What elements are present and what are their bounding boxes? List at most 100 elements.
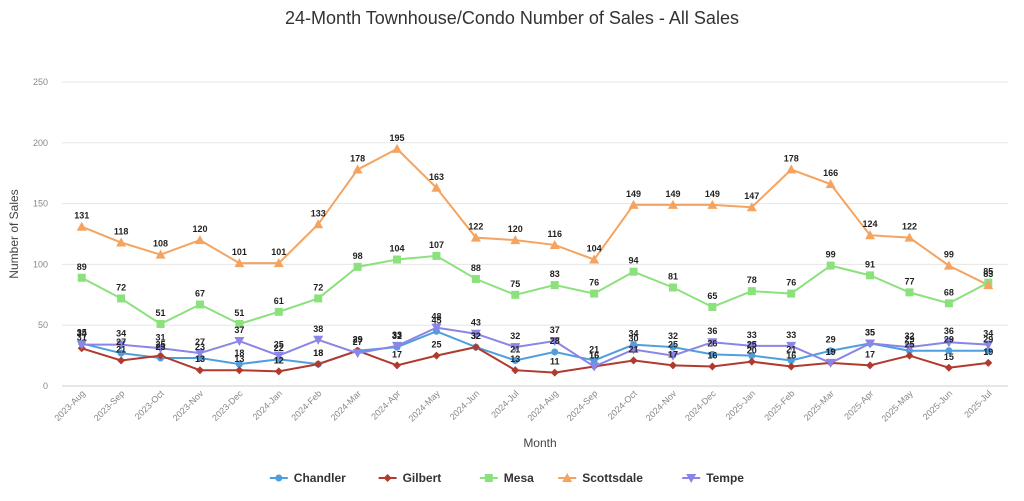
scottsdale-data-label: 195 xyxy=(390,133,405,143)
mesa-data-label: 85 xyxy=(983,267,993,277)
chart-title: 24-Month Townhouse/Condo Number of Sales… xyxy=(285,8,739,28)
mesa-data-label: 89 xyxy=(77,262,87,272)
tempe-data-label: 27 xyxy=(195,337,205,347)
tempe-point xyxy=(76,340,87,350)
tempe-point xyxy=(352,349,363,359)
chandler-data-label: 18 xyxy=(234,348,244,358)
gilbert-series-line xyxy=(81,346,989,374)
mesa-series-line xyxy=(81,254,989,326)
y-tick-label: 250 xyxy=(33,77,48,87)
legend-marker-icon xyxy=(383,474,392,482)
y-tick-label: 50 xyxy=(38,320,48,330)
x-tick-label: 2025-May xyxy=(879,388,915,424)
tempe-data-label: 33 xyxy=(786,330,796,340)
legend-marker-icon xyxy=(484,474,493,482)
x-tick-label: 2023-Nov xyxy=(171,388,206,423)
tempe-point xyxy=(628,345,639,355)
chandler-data-label: 25 xyxy=(747,340,757,350)
legend-item-gilbert[interactable]: Gilbert xyxy=(378,471,442,485)
chandler-data-label: 29 xyxy=(826,335,836,345)
legend-label: Chandler xyxy=(294,471,346,485)
series-lines xyxy=(81,147,989,374)
y-tick-label: 0 xyxy=(43,381,48,391)
x-tick-label: 2023-Sep xyxy=(92,388,127,423)
scottsdale-data-label: 101 xyxy=(271,247,286,257)
chandler-data-label: 18 xyxy=(313,348,323,358)
legend-item-mesa[interactable]: Mesa xyxy=(479,471,534,485)
gilbert-point xyxy=(314,360,323,369)
chandler-data-label: 21 xyxy=(510,344,520,354)
mesa-point xyxy=(511,290,520,299)
x-tick-label: 2024-Feb xyxy=(289,388,323,422)
chandler-data-label: 32 xyxy=(392,331,402,341)
mesa-data-label: 51 xyxy=(234,308,244,318)
gilbert-point xyxy=(471,343,480,352)
x-tick-label: 2023-Dec xyxy=(210,388,245,423)
scottsdale-data-label: 178 xyxy=(784,154,799,164)
x-tick-label: 2024-Apr xyxy=(369,388,402,421)
mesa-data-label: 77 xyxy=(904,276,914,286)
y-axis-ticks: 0 50 100 150 200 250 xyxy=(33,77,48,391)
y-axis-title: Number of Sales xyxy=(7,189,21,278)
mesa-data-label: 76 xyxy=(589,278,599,288)
legend-item-scottsdale[interactable]: Scottsdale xyxy=(558,471,643,485)
tempe-data-label: 16 xyxy=(589,351,599,361)
tempe-point xyxy=(510,343,521,353)
tempe-data-label: 34 xyxy=(116,329,126,339)
gilbert-point xyxy=(708,362,717,371)
mesa-point xyxy=(550,281,559,290)
chandler-series-line xyxy=(81,330,989,366)
mesa-point xyxy=(590,289,599,298)
tempe-data-label: 34 xyxy=(983,329,993,339)
scottsdale-data-label: 124 xyxy=(863,219,878,229)
tempe-data-label: 31 xyxy=(156,332,166,342)
gilbert-data-label: 11 xyxy=(550,357,560,367)
mesa-point xyxy=(471,274,480,283)
tempe-point xyxy=(825,358,836,368)
tempe-point xyxy=(786,341,797,351)
gilbert-data-label: 20 xyxy=(747,346,757,356)
gilbert-data-label: 19 xyxy=(983,347,993,357)
mesa-point xyxy=(156,319,165,328)
x-tick-label: 2025-Apr xyxy=(842,388,875,421)
scottsdale-point xyxy=(707,199,718,209)
mesa-data-label: 88 xyxy=(471,263,481,273)
legend-item-chandler[interactable]: Chandler xyxy=(269,471,346,485)
x-tick-label: 2025-Jun xyxy=(921,388,955,422)
x-tick-label: 2024-Oct xyxy=(606,388,640,422)
x-tick-label: 2025-Jan xyxy=(724,388,758,422)
gilbert-point xyxy=(905,351,914,360)
tempe-point xyxy=(667,351,678,361)
scottsdale-data-label: 104 xyxy=(587,244,602,254)
scottsdale-point xyxy=(352,164,363,174)
chandler-data-label: 23 xyxy=(195,342,205,352)
mesa-data-label: 83 xyxy=(550,269,560,279)
tempe-data-label: 36 xyxy=(707,326,717,336)
y-tick-label: 200 xyxy=(33,138,48,148)
tempe-point xyxy=(707,338,718,348)
scottsdale-point xyxy=(746,202,757,212)
chandler-data-label: 32 xyxy=(668,331,678,341)
chandler-data-label: 29 xyxy=(944,335,954,345)
tempe-point xyxy=(392,341,403,351)
chandler-data-label: 45 xyxy=(431,315,441,325)
scottsdale-point xyxy=(983,280,994,290)
scottsdale-data-label: 101 xyxy=(232,247,247,257)
legend: Chandler Gilbert Mesa Scottsdale Tempe xyxy=(269,471,744,485)
gilbert-data-label: 25 xyxy=(156,340,166,350)
gilbert-data-label: 12 xyxy=(274,355,284,365)
mesa-point xyxy=(668,283,677,292)
scottsdale-point xyxy=(786,164,797,174)
chandler-point xyxy=(708,350,716,358)
tempe-data-label: 25 xyxy=(668,340,678,350)
scottsdale-point xyxy=(273,258,284,268)
scottsdale-point xyxy=(904,232,915,242)
scottsdale-point xyxy=(943,260,954,270)
tempe-data-label: 19 xyxy=(826,347,836,357)
scottsdale-point xyxy=(825,179,836,189)
tempe-point xyxy=(234,337,245,347)
legend-item-tempe[interactable]: Tempe xyxy=(682,471,744,485)
scottsdale-data-label: 149 xyxy=(626,189,641,199)
x-tick-label: 2024-Sep xyxy=(565,388,600,423)
tempe-data-label: 27 xyxy=(353,337,363,347)
